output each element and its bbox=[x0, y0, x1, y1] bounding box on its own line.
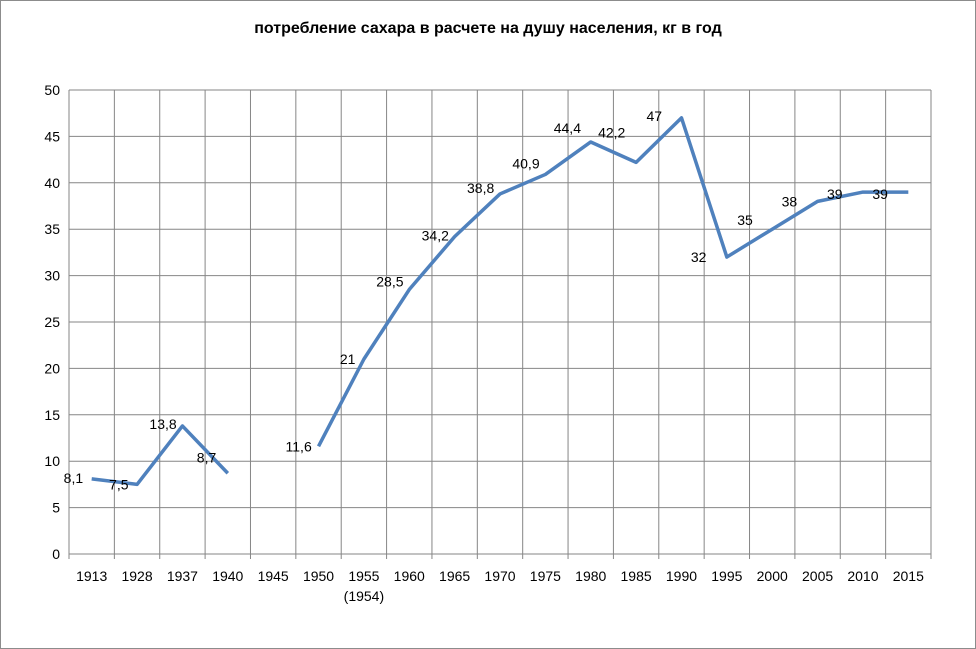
y-tick-label: 25 bbox=[44, 314, 60, 330]
data-label: 11,6 bbox=[286, 438, 312, 454]
data-label: 39 bbox=[872, 186, 888, 202]
data-label: 8,1 bbox=[64, 470, 84, 486]
x-tick-label: 1940 bbox=[212, 568, 243, 584]
x-tick-label: 1928 bbox=[121, 568, 152, 584]
x-tick-label: 1937 bbox=[167, 568, 198, 584]
data-label: 7,5 bbox=[109, 476, 129, 492]
y-tick-label: 40 bbox=[44, 175, 60, 191]
x-tick-label: 1985 bbox=[621, 568, 652, 584]
x-axis-tick-labels: 1913 1928 1937 1940 1945 1950 1955 (1954) 1960 19… bbox=[76, 568, 924, 604]
series-line-segment bbox=[91, 424, 230, 487]
data-label: 13,8 bbox=[149, 416, 176, 432]
axes bbox=[68, 90, 932, 559]
y-tick-label: 45 bbox=[44, 128, 60, 144]
y-tick-label: 10 bbox=[44, 453, 60, 469]
x-tick-label: 1913 bbox=[76, 568, 107, 584]
x-tick-label: 1960 bbox=[394, 568, 425, 584]
data-label: 42,2 bbox=[598, 124, 625, 140]
x-tick-label: 1945 bbox=[258, 568, 289, 584]
data-label: 38 bbox=[782, 193, 798, 209]
x-tick-label: 1955 (1954) bbox=[344, 568, 384, 604]
y-tick-label: 30 bbox=[44, 268, 60, 284]
x-tick-label: 1990 bbox=[666, 568, 697, 584]
data-labels: 8,1 7,5 13,8 8,7 11,6 21 28,5 34,2 38,8 40,9 44,4 4… bbox=[64, 108, 888, 493]
x-tick-label: 2015 bbox=[893, 568, 924, 584]
gridlines bbox=[69, 89, 932, 554]
data-label: 47 bbox=[646, 108, 662, 124]
y-tick-label: 0 bbox=[52, 546, 60, 562]
x-tick-label: 1965 bbox=[439, 568, 470, 584]
y-tick-label: 35 bbox=[44, 221, 60, 237]
x-tick-label: 1950 bbox=[303, 568, 334, 584]
y-axis-tick-labels: 0 5 10 15 20 25 30 35 40 45 50 bbox=[44, 82, 60, 562]
data-label: 32 bbox=[691, 249, 707, 265]
data-label: 44,4 bbox=[554, 120, 581, 136]
series-line-segment bbox=[316, 116, 909, 448]
x-tick-label: 1980 bbox=[575, 568, 606, 584]
data-label: 21 bbox=[340, 351, 356, 367]
x-tick-label: 2010 bbox=[847, 568, 878, 584]
y-tick-label: 20 bbox=[44, 360, 60, 376]
data-label: 40,9 bbox=[512, 155, 539, 171]
data-label: 28,5 bbox=[376, 274, 403, 290]
x-tick-label: 1970 bbox=[484, 568, 515, 584]
chart-title: потребление сахара в расчете на душу нас… bbox=[254, 20, 722, 37]
x-tick-label: 2000 bbox=[757, 568, 788, 584]
data-label: 38,8 bbox=[467, 180, 494, 196]
data-label: 39 bbox=[827, 186, 843, 202]
data-label: 35 bbox=[737, 212, 753, 228]
data-label: 34,2 bbox=[422, 228, 449, 244]
y-tick-label: 5 bbox=[52, 500, 60, 516]
x-tick-label: 1995 bbox=[711, 568, 742, 584]
data-label: 8,7 bbox=[197, 449, 217, 465]
series-lines bbox=[91, 116, 909, 487]
x-tick-label: 2005 bbox=[802, 568, 833, 584]
x-tick-label: 1975 bbox=[530, 568, 561, 584]
y-tick-label: 15 bbox=[44, 407, 60, 423]
y-tick-label: 50 bbox=[44, 82, 60, 98]
